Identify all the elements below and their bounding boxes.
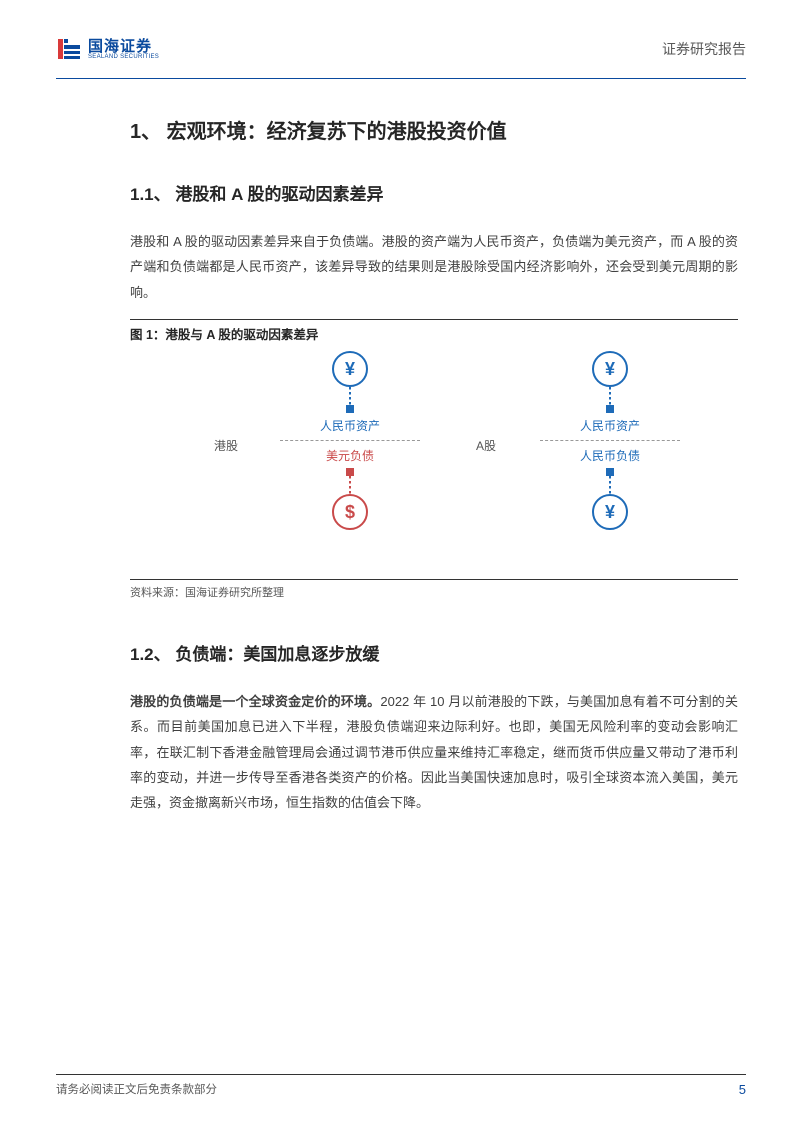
- connector: [349, 476, 351, 494]
- a-stock-label: A股: [476, 437, 496, 454]
- section-1-heading: 1、 宏观环境：经济复苏下的港股投资价值: [130, 115, 738, 144]
- a-column: ¥ 人民币资产 人民币负债 ¥: [510, 351, 710, 530]
- figure-1-diagram: 港股 A股 ¥ 人民币资产 美元负债 $ ¥ 人民币资产 人民币负债 ¥: [130, 351, 738, 571]
- page-header: 国海证券 SEALAND SECURITIES 证券研究报告: [0, 0, 802, 70]
- footer-disclaimer: 请务必阅读正文后免责条款部分: [56, 1081, 217, 1097]
- hk-liability-label: 美元负债: [326, 443, 374, 468]
- usd-icon: $: [332, 494, 368, 530]
- page-number: 5: [739, 1082, 746, 1097]
- company-logo: 国海证券 SEALAND SECURITIES: [56, 36, 159, 62]
- hk-column: ¥ 人民币资产 美元负债 $: [250, 351, 450, 530]
- a-liability-label: 人民币负债: [580, 443, 640, 468]
- connector: [609, 387, 611, 405]
- page-footer: 请务必阅读正文后免责条款部分 5: [56, 1074, 746, 1097]
- section-1-2-body: 港股的负债端是一个全球资金定价的环境。2022 年 10 月以前港股的下跌，与美…: [130, 689, 738, 816]
- section-1-2-rest: 2022 年 10 月以前港股的下跌，与美国加息有着不可分割的关系。而目前美国加…: [130, 694, 738, 810]
- connector-node: [606, 468, 614, 476]
- connector-node: [346, 468, 354, 476]
- logo-icon: [56, 36, 82, 62]
- connector: [349, 387, 351, 405]
- hk-stock-label: 港股: [214, 437, 238, 454]
- connector-node: [606, 405, 614, 413]
- figure-1-source: 资料来源：国海证券研究所整理: [130, 579, 738, 600]
- page-content: 1、 宏观环境：经济复苏下的港股投资价值 1.1、 港股和 A 股的驱动因素差异…: [0, 79, 802, 816]
- connector-node: [346, 405, 354, 413]
- rmb-icon: ¥: [592, 494, 628, 530]
- section-1-1-heading: 1.1、 港股和 A 股的驱动因素差异: [130, 180, 738, 205]
- logo-text-cn: 国海证券: [88, 39, 159, 54]
- divider: [540, 440, 680, 441]
- logo-text-en: SEALAND SECURITIES: [88, 54, 159, 60]
- rmb-icon: ¥: [592, 351, 628, 387]
- document-type: 证券研究报告: [662, 39, 746, 59]
- divider: [280, 440, 420, 441]
- rmb-icon: ¥: [332, 351, 368, 387]
- section-1-1-body: 港股和 A 股的驱动因素差异来自于负债端。港股的资产端为人民币资产，负债端为美元…: [130, 229, 738, 305]
- figure-1-title: 图 1：港股与 A 股的驱动因素差异: [130, 319, 738, 343]
- connector: [609, 476, 611, 494]
- hk-asset-label: 人民币资产: [320, 413, 380, 438]
- section-1-2-heading: 1.2、 负债端：美国加息逐步放缓: [130, 640, 738, 665]
- a-asset-label: 人民币资产: [580, 413, 640, 438]
- section-1-2-bold: 港股的负债端是一个全球资金定价的环境。: [130, 694, 380, 709]
